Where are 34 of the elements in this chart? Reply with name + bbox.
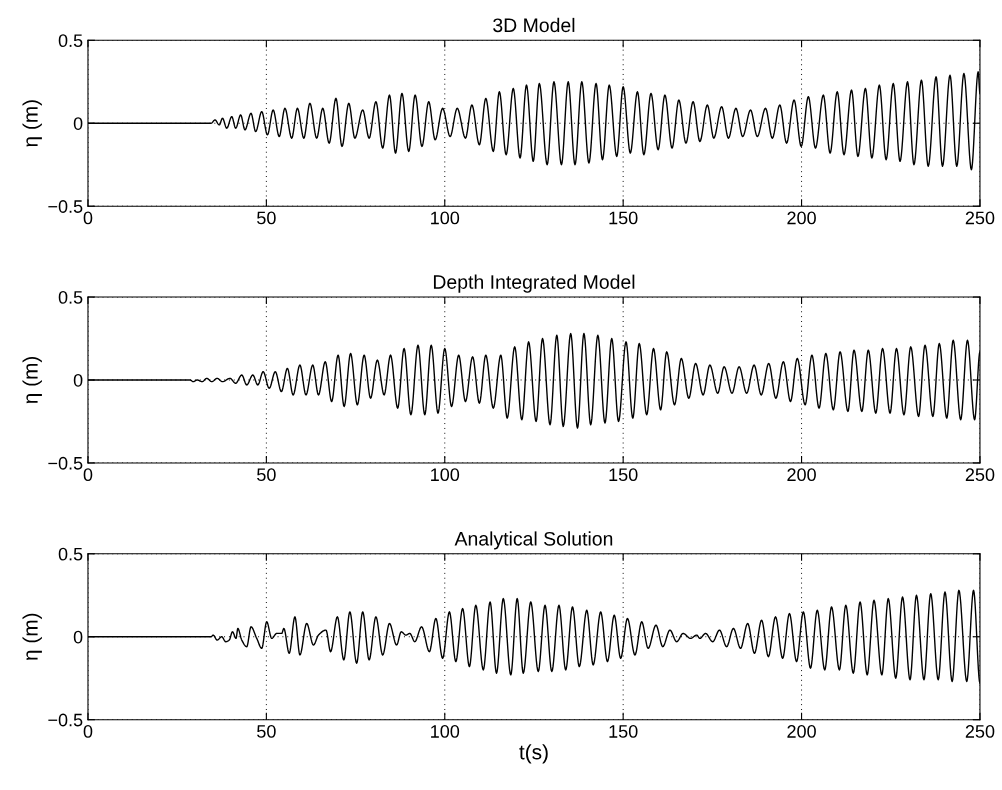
- x-tick-label: 100: [431, 211, 460, 225]
- chart-title: 3D Model: [493, 17, 575, 33]
- x-tick-label: 200: [787, 725, 816, 738]
- x-tick-label: 150: [609, 468, 638, 482]
- y-tick-label: 0: [73, 373, 83, 387]
- x-tick-label: 0: [83, 725, 93, 738]
- chart-title: Analytical Solution: [454, 531, 613, 550]
- y-tick-label: 0: [73, 630, 83, 644]
- y-axis-title: η (m): [22, 100, 42, 147]
- x-tick-label: 50: [257, 725, 276, 738]
- y-tick-label: 0: [73, 117, 83, 130]
- x-tick-label: 0: [83, 211, 93, 225]
- chart-title: Depth Integrated Model: [433, 274, 635, 293]
- y-axis-title: η (m): [22, 613, 42, 660]
- x-axis-title: t(s): [519, 744, 548, 764]
- y-tick-label: −0.5: [48, 456, 83, 470]
- x-tick-label: 50: [257, 468, 276, 482]
- x-tick-label: 150: [609, 725, 638, 738]
- x-tick-label: 200: [787, 211, 816, 225]
- x-tick-label: 100: [431, 725, 460, 738]
- y-axis-title: η (m): [22, 356, 42, 404]
- x-tick-label: 0: [83, 468, 93, 482]
- x-tick-label: 200: [787, 468, 816, 482]
- y-tick-label: −0.5: [48, 200, 83, 213]
- x-tick-label: 250: [965, 468, 995, 482]
- x-tick-label: 50: [257, 211, 276, 225]
- x-tick-label: 250: [965, 725, 995, 738]
- y-tick-label: 0.5: [58, 290, 83, 304]
- y-tick-label: 0.5: [58, 547, 83, 561]
- y-tick-label: 0.5: [58, 34, 83, 48]
- x-tick-label: 150: [609, 211, 638, 225]
- y-tick-label: −0.5: [48, 713, 83, 727]
- x-tick-label: 100: [431, 468, 460, 482]
- x-tick-label: 250: [965, 211, 995, 225]
